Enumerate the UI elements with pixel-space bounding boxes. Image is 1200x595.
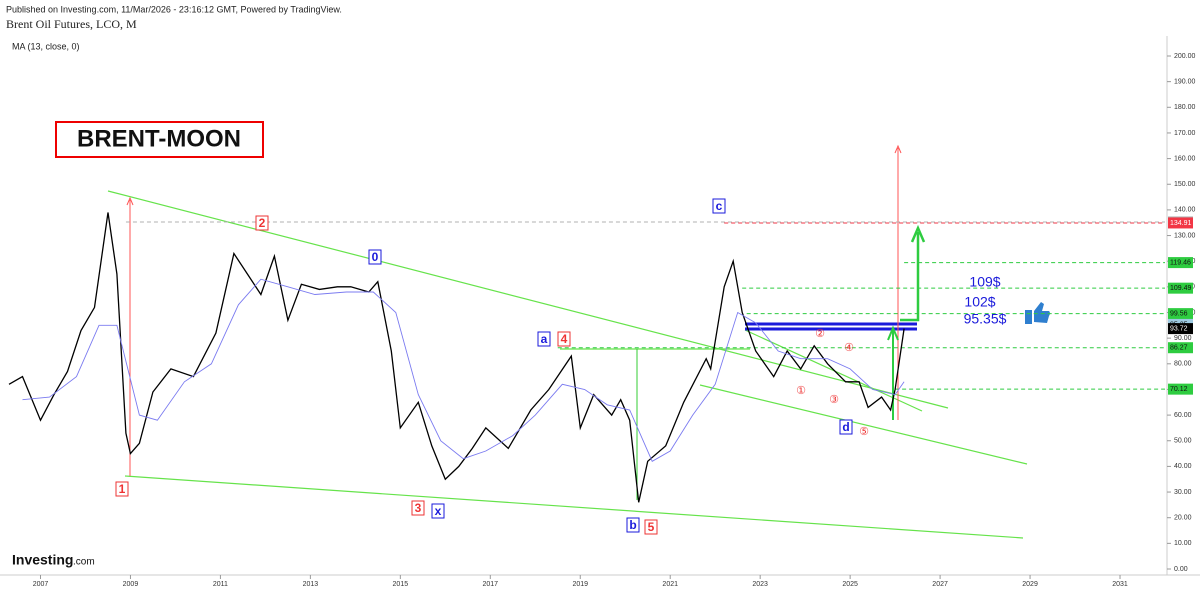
y-tick-label: 130.00 <box>1174 232 1196 239</box>
y-tick-label: 20.00 <box>1174 515 1192 522</box>
y-tick-label: 10.00 <box>1174 540 1192 547</box>
wave-label: 0 <box>372 250 379 264</box>
wave-label: ④ <box>844 342 854 354</box>
y-tick-label: 50.00 <box>1174 438 1192 445</box>
wave-label: 2 <box>259 216 266 230</box>
y-tick-label: 170.00 <box>1174 130 1196 137</box>
x-tick-label: 2009 <box>123 581 139 588</box>
y-tick-label: 90.00 <box>1174 335 1192 342</box>
x-tick-label: 2029 <box>1022 581 1038 588</box>
y-tick-label: 140.00 <box>1174 207 1196 214</box>
x-tick-label: 2017 <box>483 581 499 588</box>
wave-box <box>537 331 551 347</box>
logo-suffix: .com <box>73 557 95 568</box>
wave-box <box>644 519 658 535</box>
wave-label: 5 <box>648 520 655 534</box>
logo-text: Investing <box>12 552 73 568</box>
price-label-bg <box>1168 257 1193 269</box>
x-tick-label: 2023 <box>752 581 768 588</box>
x-tick-label: 2013 <box>303 581 319 588</box>
thumbs-up <box>1025 302 1050 324</box>
wave-box <box>411 500 425 516</box>
wave-label: c <box>716 199 723 213</box>
price-label: 70.12 <box>1170 386 1188 393</box>
wave-box <box>557 331 571 347</box>
title-box <box>55 121 264 158</box>
x-tick-label: 2027 <box>932 581 948 588</box>
price-label: 99.56 <box>1170 310 1188 317</box>
wave-label: a <box>541 332 548 346</box>
x-tick-label: 2021 <box>662 581 678 588</box>
wave-box <box>712 198 726 214</box>
wave-label: d <box>842 420 849 434</box>
x-tick-label: 2007 <box>33 581 49 588</box>
y-tick-label: 200.00 <box>1174 53 1196 60</box>
y-tick-label: 0.00 <box>1174 566 1188 573</box>
price-label: 109.49 <box>1170 285 1192 292</box>
wave-box <box>115 481 129 497</box>
y-tick-label: 40.00 <box>1174 463 1192 470</box>
wave-label: 1 <box>119 482 126 496</box>
wave-label: ② <box>815 328 825 340</box>
wave-box <box>626 517 640 533</box>
chart-title: BRENT-MOON <box>77 125 241 152</box>
price-label-bg <box>1168 323 1193 335</box>
price-label: 134.91 <box>1170 220 1192 227</box>
wave-box <box>255 215 269 231</box>
price-label-bg <box>1168 342 1193 354</box>
y-tick-label: 150.00 <box>1174 181 1196 188</box>
y-tick-label: 190.00 <box>1174 78 1196 85</box>
wave-label: ③ <box>829 394 839 406</box>
wave-label: ⑤ <box>859 426 869 438</box>
indicator: MA (13, close, 0) <box>12 41 80 51</box>
price-line <box>8 212 905 503</box>
price-label-bg <box>1168 282 1193 294</box>
y-tick-label: 180.00 <box>1174 104 1196 111</box>
annotation: 102$ <box>964 294 995 310</box>
published: Published on Investing.com, 11/Mar/2026 … <box>6 4 342 14</box>
x-tick-label: 2025 <box>842 581 858 588</box>
wave-label: 3 <box>415 501 422 515</box>
wave-box <box>368 249 382 265</box>
x-tick-label: 2031 <box>1112 581 1128 588</box>
price-label-bg <box>1168 217 1193 229</box>
x-tick-label: 2015 <box>393 581 409 588</box>
symbol: Brent Oil Futures, LCO, M <box>6 17 137 31</box>
x-tick-label: 2019 <box>572 581 588 588</box>
arrows <box>126 144 926 500</box>
price-label: 93.72 <box>1170 325 1188 332</box>
y-tick-label: 80.00 <box>1174 361 1192 368</box>
ma-line <box>22 278 905 462</box>
wave-label: x <box>435 504 442 518</box>
y-tick-label: 160.00 <box>1174 155 1196 162</box>
price-label: 119.46 <box>1170 259 1191 266</box>
wave-label: ① <box>796 385 806 397</box>
annotation: 95.35$ <box>964 311 1007 327</box>
wave-box <box>839 419 853 435</box>
logo: Investing .com <box>12 552 95 568</box>
annotation: 109$ <box>969 274 1000 290</box>
wave-box <box>431 503 445 519</box>
price-label-bg <box>1168 383 1193 395</box>
x-tick-label: 2011 <box>213 581 228 588</box>
wave-label: b <box>629 518 636 532</box>
y-tick-label: 30.00 <box>1174 489 1192 496</box>
y-tick-label: 60.00 <box>1174 412 1192 419</box>
price-label: 86.27 <box>1170 345 1188 352</box>
wave-label: 4 <box>561 332 568 346</box>
price-label-bg <box>1168 308 1193 320</box>
